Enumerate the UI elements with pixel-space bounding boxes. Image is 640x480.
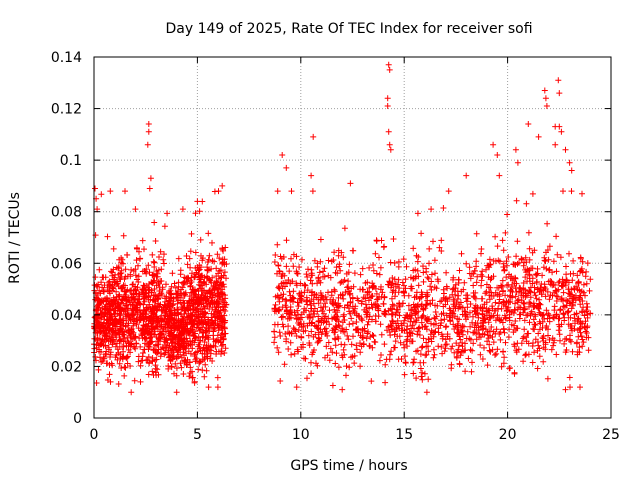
- x-tick-labels: 0 5 10 15 20 25: [90, 427, 620, 443]
- y-tick-label: 0.02: [51, 359, 82, 375]
- y-tick-label: 0.14: [51, 50, 82, 66]
- x-tick-label: 0: [90, 427, 99, 443]
- y-tick-label: 0.06: [51, 256, 82, 272]
- chart-title: Day 149 of 2025, Rate Of TEC Index for r…: [165, 21, 532, 37]
- axis-ticks: [93, 56, 612, 419]
- grid-lines: [94, 57, 611, 418]
- x-tick-label: 10: [292, 427, 310, 443]
- x-tick-label: 5: [193, 427, 202, 443]
- y-tick-labels: 0 0.02 0.04 0.06 0.08 0.1 0.12 0.14: [51, 50, 82, 427]
- y-tick-label: 0.08: [51, 205, 82, 221]
- y-tick-label: 0.12: [51, 102, 82, 118]
- y-tick-label: 0.04: [51, 308, 82, 324]
- x-tick-label: 25: [602, 427, 620, 443]
- plot-border: [93, 56, 612, 419]
- x-tick-label: 20: [499, 427, 517, 443]
- roti-markers: [91, 61, 594, 396]
- data-points: [91, 61, 594, 396]
- x-axis-label: GPS time / hours: [290, 458, 407, 474]
- y-tick-label: 0.1: [60, 153, 82, 169]
- y-tick-label: 0: [73, 411, 82, 427]
- y-axis-label: ROTI / TECUs: [7, 192, 23, 284]
- x-tick-label: 15: [395, 427, 413, 443]
